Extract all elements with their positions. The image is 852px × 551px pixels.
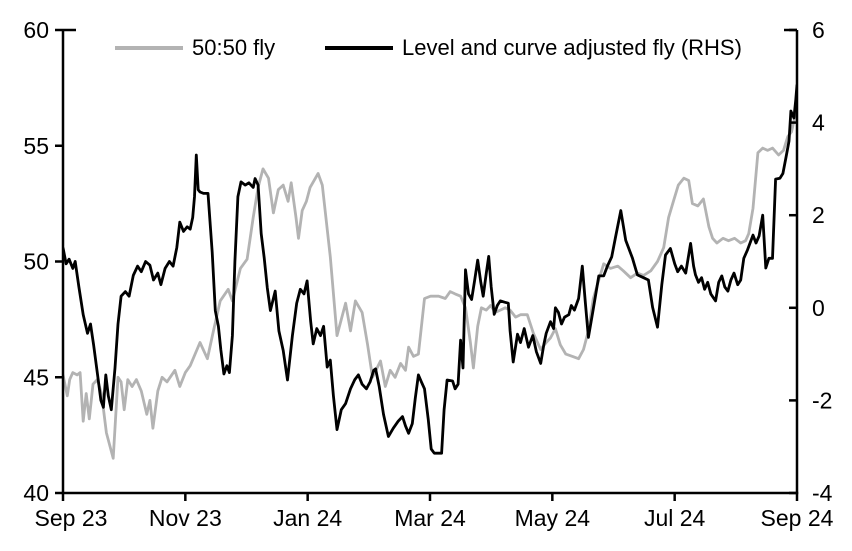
x-axis-tick-label: Jul 24 — [644, 505, 706, 531]
right-axis-tick-label: 6 — [812, 17, 825, 43]
series-line-adjusted-fly — [63, 84, 797, 455]
right-axis-tick-label: -4 — [812, 480, 833, 506]
x-axis-tick-label: Nov 23 — [149, 505, 222, 531]
x-axis-tick-label: Sep 23 — [35, 505, 108, 531]
series-line-5050-fly — [63, 110, 797, 460]
right-axis-tick-label: 0 — [812, 295, 825, 321]
right-axis-tick-label: 4 — [812, 110, 825, 136]
left-axis-tick-label: 60 — [23, 17, 49, 43]
x-axis-tick-label: Jan 24 — [273, 505, 342, 531]
left-axis-tick-label: 50 — [23, 249, 49, 275]
left-axis-tick-label: 45 — [23, 364, 49, 390]
right-axis-tick-label: 2 — [812, 202, 825, 228]
right-axis-tick-label: -2 — [812, 387, 832, 413]
x-axis-tick-label: May 24 — [515, 505, 591, 531]
left-axis-tick-label: 40 — [23, 480, 49, 506]
x-axis-tick-label: Sep 24 — [761, 505, 834, 531]
left-axis-tick-label: 55 — [23, 133, 49, 159]
x-axis-tick-label: Mar 24 — [394, 505, 466, 531]
